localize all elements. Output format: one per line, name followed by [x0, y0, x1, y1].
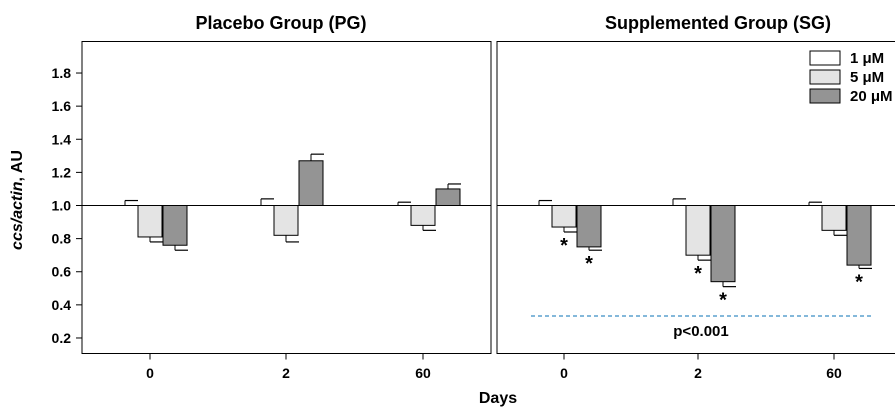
bar [162, 205, 188, 246]
y-tick-label: 0.6 [52, 264, 72, 280]
x-tick-label: 0 [560, 365, 568, 381]
legend-swatch [809, 50, 841, 66]
legend-label: 5 μM [850, 69, 884, 86]
significance-star: * [855, 271, 863, 293]
x-tick-label: 60 [415, 365, 431, 381]
plot-frame-sg [496, 41, 895, 354]
panel-title-sg: Supplemented Group (SG) [605, 13, 831, 33]
bar [137, 205, 163, 238]
bar [410, 205, 436, 226]
bar [435, 188, 461, 207]
bar [576, 205, 602, 248]
bar [685, 205, 711, 256]
y-axis-label-rest: , AU [9, 150, 26, 181]
bar [298, 160, 324, 206]
bar [846, 205, 872, 266]
p-value-label: p<0.001 [673, 323, 728, 340]
significance-star: * [585, 253, 593, 275]
y-axis-label: ccs/actin, AU [9, 150, 26, 250]
x-tick-label: 2 [282, 365, 290, 381]
y-tick-label: 0.2 [52, 330, 72, 346]
bar [551, 205, 577, 228]
x-axis-label: Days [479, 390, 517, 407]
bar [710, 205, 736, 283]
significance-star: * [560, 235, 568, 257]
x-tick-label: 2 [694, 365, 702, 381]
y-tick-label: 0.4 [52, 297, 72, 313]
y-ticks: 0.2 0.4 0.6 0.8 1.0 1.2 1.4 1.6 1.8 [52, 65, 82, 346]
x-ticks: 0 2 60 0 2 60 [146, 353, 842, 381]
legend-label: 20 μM [850, 88, 893, 105]
y-axis-label-italic: ccs/actin [9, 181, 26, 250]
x-tick-label: 60 [826, 365, 842, 381]
plot-frame-pg [81, 41, 492, 354]
y-tick-label: 1.6 [52, 98, 72, 114]
annotations: * * * * * p<0.001 [531, 235, 872, 340]
legend-swatch [809, 88, 841, 104]
y-tick-label: 1.4 [52, 131, 72, 147]
legend: 1 μM 5 μM 20 μM [809, 50, 893, 105]
legend-label: 1 μM [850, 50, 884, 67]
x-tick-label: 0 [146, 365, 154, 381]
bar [273, 205, 299, 236]
y-tick-label: 1.2 [52, 164, 72, 180]
significance-star: * [694, 263, 702, 285]
bar [821, 205, 847, 231]
significance-star: * [719, 290, 727, 312]
bars [124, 153, 872, 288]
y-tick-label: 1.0 [52, 198, 72, 214]
y-tick-label: 0.8 [52, 231, 72, 247]
legend-swatch [809, 69, 841, 85]
panel-title-pg: Placebo Group (PG) [195, 13, 366, 33]
y-tick-label: 1.8 [52, 65, 72, 81]
